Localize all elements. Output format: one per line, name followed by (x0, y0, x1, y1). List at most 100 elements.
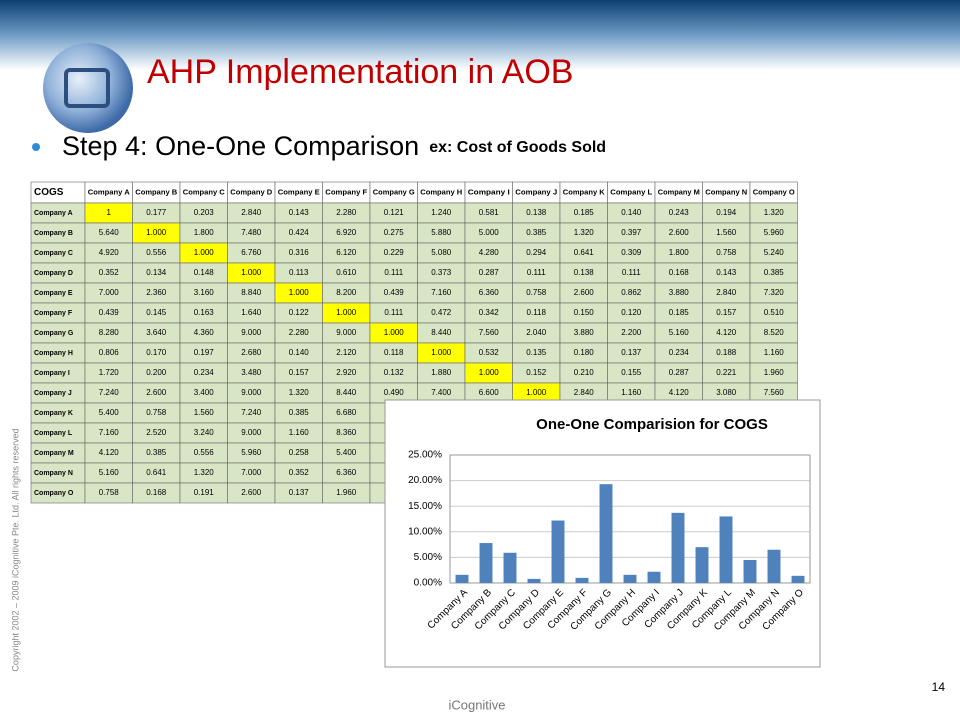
cell-value: 1.000 (146, 228, 167, 237)
cell-value: 1 (107, 208, 112, 217)
row-label: Company F (34, 310, 73, 317)
cell-value: 0.148 (194, 268, 215, 277)
cell-value: 6.360 (336, 468, 357, 477)
cell-value: 2.520 (146, 428, 167, 437)
cell-value: 7.000 (241, 468, 262, 477)
cell-value: 1.320 (574, 228, 595, 237)
cell-value: 0.155 (621, 368, 642, 377)
cell-value: 0.143 (289, 208, 310, 217)
cell-value: 0.132 (384, 368, 405, 377)
cell-value: 0.203 (194, 208, 215, 217)
cell-value: 2.040 (526, 328, 547, 337)
cell-value: 0.118 (527, 308, 547, 317)
y-tick-label: 0.00% (414, 578, 442, 589)
cell-value: 4.120 (99, 448, 120, 457)
cell-value: 8.440 (431, 328, 452, 337)
cell-value: 0.140 (621, 208, 642, 217)
cell-value: 8.200 (336, 288, 357, 297)
cell-value: 2.360 (146, 288, 167, 297)
bar (503, 552, 517, 583)
cell-value: 0.163 (194, 308, 215, 317)
cell-value: 0.113 (289, 268, 309, 277)
cell-value: 9.000 (241, 388, 262, 397)
cell-value: 6.760 (241, 248, 262, 257)
cell-value: 0.138 (526, 208, 547, 217)
cell-value: 8.440 (336, 388, 357, 397)
cell-value: 1.880 (431, 368, 452, 377)
logo-mark (64, 68, 110, 108)
table: COGS Company A Company B Company C Company D… (30, 181, 798, 504)
cell-value: 0.191 (194, 488, 215, 497)
cell-value: 3.880 (574, 328, 595, 337)
row-label: Company B (34, 230, 73, 237)
cell-value: 3.160 (194, 288, 215, 297)
cell-value: 0.758 (146, 408, 167, 417)
cell-value: 7.000 (99, 288, 120, 297)
cell-value: 0.385 (146, 448, 167, 457)
cell-value: 0.168 (146, 488, 167, 497)
cell-value: 5.960 (241, 448, 262, 457)
cell-value: 0.490 (384, 388, 405, 397)
header-text: Company N (705, 189, 747, 196)
cell-value: 0.758 (716, 248, 737, 257)
cell-value: 0.258 (289, 448, 310, 457)
cell-value: 0.120 (621, 308, 642, 317)
y-tick-label: 5.00% (414, 552, 442, 563)
cell-value: 2.920 (336, 368, 357, 377)
cell-value: 0.424 (289, 228, 310, 237)
cell-value: 3.480 (241, 368, 262, 377)
cell-value: 1.160 (764, 348, 785, 357)
cell-value: 0.352 (289, 468, 310, 477)
row-label: Company C (34, 250, 73, 257)
cell-value: 0.210 (574, 368, 595, 377)
cell-value: 0.275 (384, 228, 405, 237)
cell-value: 0.157 (289, 368, 310, 377)
row-label: Company J (34, 390, 72, 397)
cell-value: 2.120 (336, 348, 357, 357)
cell-value: 0.287 (669, 368, 690, 377)
cell-value: 0.170 (146, 348, 167, 357)
header-text: COGS (34, 187, 64, 198)
cell-value: 8.280 (99, 328, 120, 337)
cell-value: 1.000 (336, 308, 357, 317)
cell-value: 1.720 (99, 368, 120, 377)
cell-value: 2.840 (241, 208, 262, 217)
cell-value: 5.160 (99, 468, 120, 477)
cell-value: 0.177 (146, 208, 167, 217)
cell-value: 0.758 (99, 488, 120, 497)
cell-value: 3.880 (669, 288, 690, 297)
header-text: Company D (230, 189, 272, 196)
cell-value: 7.560 (479, 328, 500, 337)
cell-value: 5.240 (764, 248, 785, 257)
cell-value: 0.243 (669, 208, 690, 217)
cell-value: 4.280 (479, 248, 500, 257)
cell-value: 0.118 (384, 348, 404, 357)
header-text: Company K (563, 189, 605, 196)
bar (527, 578, 541, 583)
cell-value: 0.140 (289, 348, 310, 357)
cell-value: 1.000 (431, 348, 452, 357)
cell-value: 7.400 (431, 388, 452, 397)
cell-value: 0.385 (289, 408, 310, 417)
cell-value: 0.221 (716, 368, 737, 377)
cell-value: 4.360 (194, 328, 215, 337)
cell-value: 1.160 (289, 428, 310, 437)
cell-value: 0.294 (526, 248, 547, 257)
cell-value: 1.000 (526, 388, 547, 397)
cell-value: 1.560 (194, 408, 215, 417)
cell-value: 4.120 (716, 328, 737, 337)
cell-value: 3.400 (194, 388, 215, 397)
cell-value: 0.135 (526, 348, 547, 357)
bar (767, 549, 781, 583)
cell-value: 7.240 (99, 388, 120, 397)
cell-value: 2.200 (621, 328, 642, 337)
cell-value: 0.316 (289, 248, 310, 257)
cell-value: 3.080 (716, 388, 737, 397)
cell-value: 1.160 (621, 388, 642, 397)
cell-value: 1.800 (669, 248, 690, 257)
header-text: Company O (753, 189, 796, 196)
cell-value: 7.320 (764, 288, 785, 297)
cell-value: 2.600 (574, 288, 595, 297)
